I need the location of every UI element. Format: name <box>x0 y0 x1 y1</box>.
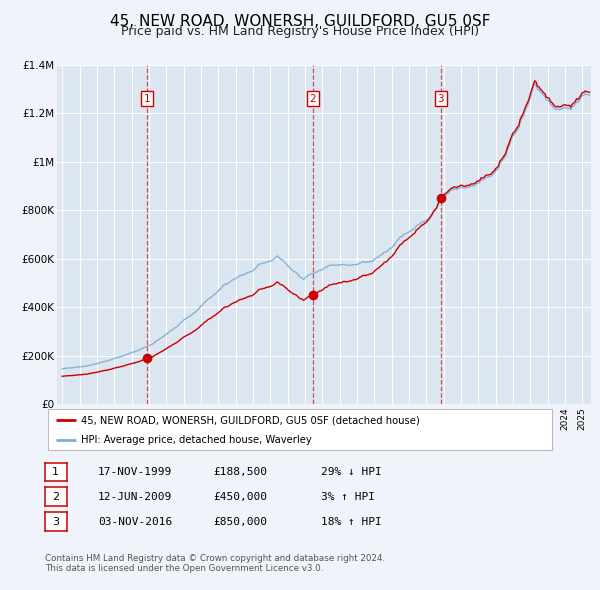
Text: 03-NOV-2016: 03-NOV-2016 <box>98 517 172 526</box>
Text: £850,000: £850,000 <box>213 517 267 526</box>
Text: HPI: Average price, detached house, Waverley: HPI: Average price, detached house, Wave… <box>81 435 311 444</box>
Text: £450,000: £450,000 <box>213 492 267 502</box>
Text: 45, NEW ROAD, WONERSH, GUILDFORD, GU5 0SF: 45, NEW ROAD, WONERSH, GUILDFORD, GU5 0S… <box>110 14 490 29</box>
Text: £188,500: £188,500 <box>213 467 267 477</box>
Text: Price paid vs. HM Land Registry's House Price Index (HPI): Price paid vs. HM Land Registry's House … <box>121 25 479 38</box>
Text: 2: 2 <box>52 492 59 502</box>
Text: This data is licensed under the Open Government Licence v3.0.: This data is licensed under the Open Gov… <box>45 564 323 573</box>
Text: 18% ↑ HPI: 18% ↑ HPI <box>321 517 382 526</box>
Text: 3: 3 <box>52 517 59 526</box>
Text: 2: 2 <box>310 94 316 104</box>
Text: 45, NEW ROAD, WONERSH, GUILDFORD, GU5 0SF (detached house): 45, NEW ROAD, WONERSH, GUILDFORD, GU5 0S… <box>81 415 419 425</box>
Text: 17-NOV-1999: 17-NOV-1999 <box>98 467 172 477</box>
Text: 12-JUN-2009: 12-JUN-2009 <box>98 492 172 502</box>
Text: 1: 1 <box>52 467 59 477</box>
Text: 1: 1 <box>143 94 150 104</box>
Text: 3% ↑ HPI: 3% ↑ HPI <box>321 492 375 502</box>
Text: Contains HM Land Registry data © Crown copyright and database right 2024.: Contains HM Land Registry data © Crown c… <box>45 553 385 563</box>
Text: 29% ↓ HPI: 29% ↓ HPI <box>321 467 382 477</box>
Text: 3: 3 <box>437 94 444 104</box>
